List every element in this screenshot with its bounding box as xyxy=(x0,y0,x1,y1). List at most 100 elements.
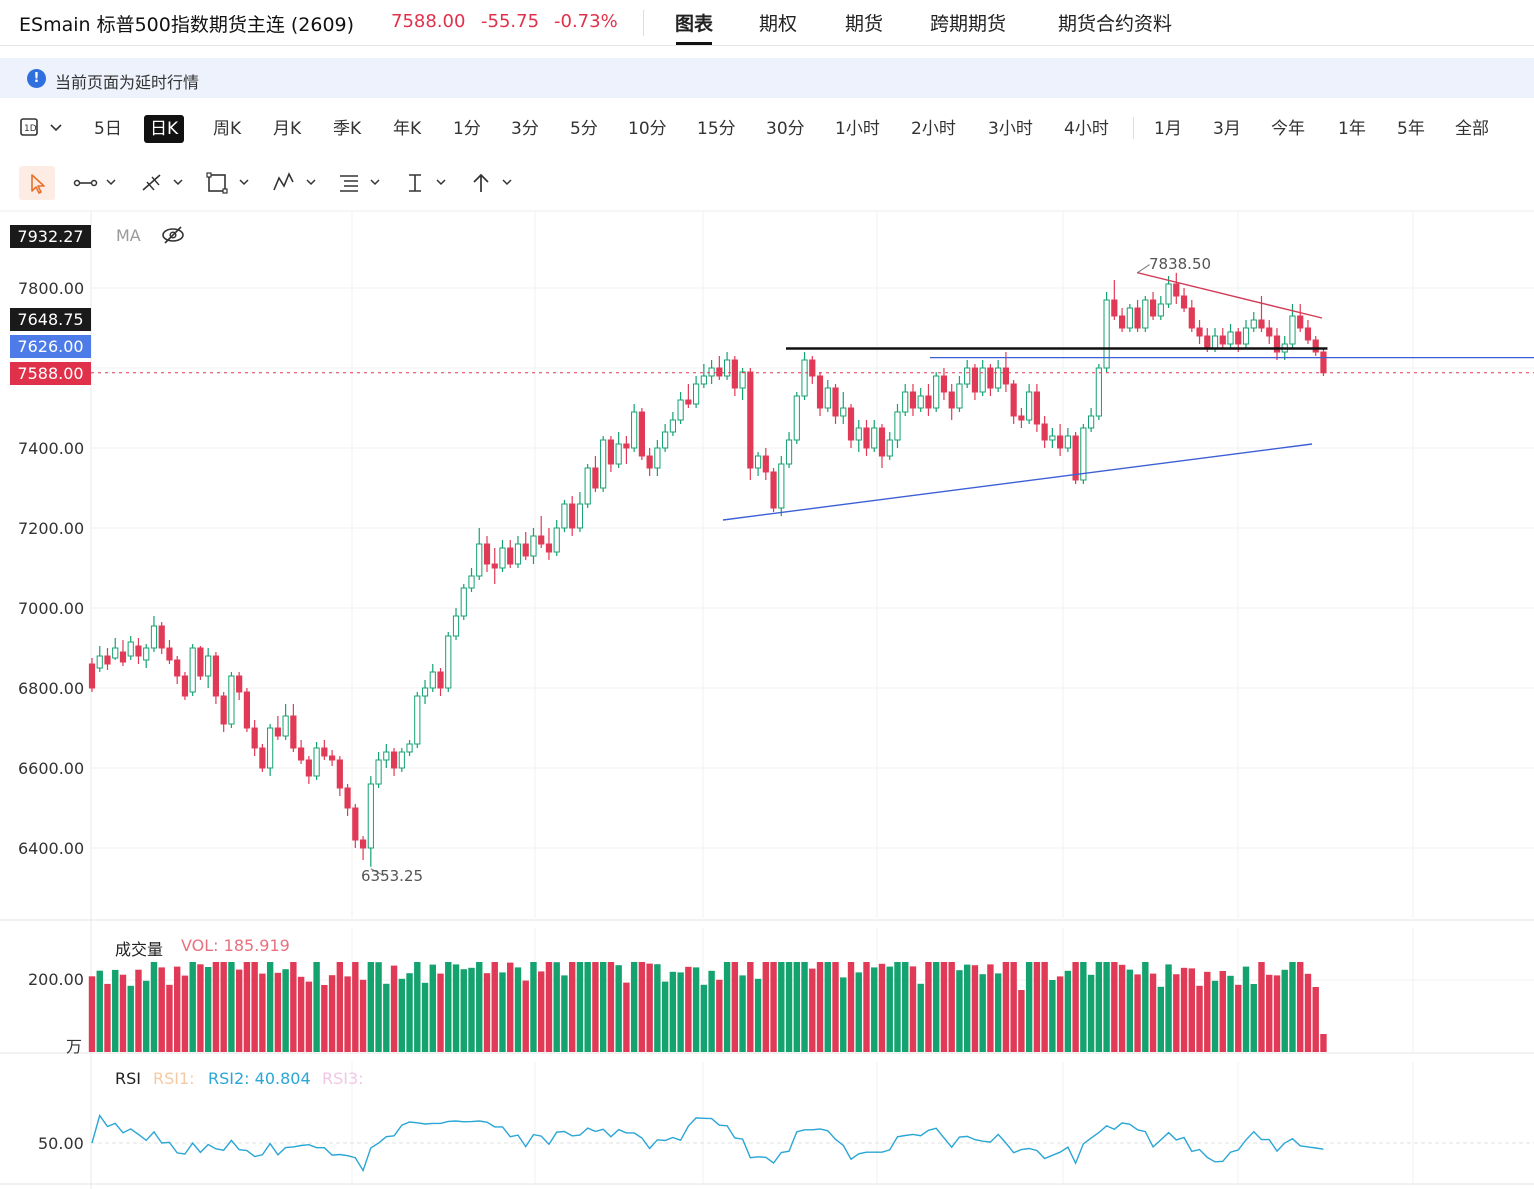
candle xyxy=(933,375,940,409)
candle xyxy=(507,547,514,565)
volume-bar xyxy=(181,975,189,1052)
range-5y[interactable]: 5年 xyxy=(1397,119,1425,139)
volume-bar xyxy=(871,967,878,1052)
range-all[interactable]: 全部 xyxy=(1455,119,1489,139)
candle xyxy=(119,651,127,663)
candle xyxy=(445,635,452,689)
candle xyxy=(197,647,204,677)
volume-bar xyxy=(878,963,886,1052)
volume-bar xyxy=(1002,962,1010,1052)
period-5d[interactable]: 5日 xyxy=(94,119,122,139)
tab-chart[interactable]: 图表 xyxy=(675,13,714,35)
candle xyxy=(909,391,917,409)
candle xyxy=(1134,307,1141,329)
volume-bar xyxy=(1204,971,1211,1052)
volume-bar xyxy=(948,962,955,1052)
candle xyxy=(1118,315,1126,329)
shape-tool[interactable] xyxy=(204,166,256,200)
high-label-connector xyxy=(1137,264,1150,274)
candle xyxy=(1227,331,1234,345)
volume-bar xyxy=(553,962,560,1052)
candle xyxy=(88,663,96,689)
period-yearly[interactable]: 年K xyxy=(393,119,422,139)
candle xyxy=(127,641,134,657)
text-lines-icon xyxy=(340,175,380,192)
volume-bar xyxy=(367,962,375,1052)
candle xyxy=(359,839,367,849)
volume-bar xyxy=(290,962,297,1052)
range-3m[interactable]: 3月 xyxy=(1213,119,1241,139)
period-1min[interactable]: 1分 xyxy=(453,119,481,139)
volume-bar xyxy=(352,962,359,1052)
volume-bar xyxy=(576,962,584,1052)
period-weekly[interactable]: 周K xyxy=(213,119,242,139)
active-tab-indicator xyxy=(676,42,712,45)
candle xyxy=(406,743,413,753)
range-1m[interactable]: 1月 xyxy=(1154,119,1182,139)
candle xyxy=(336,759,343,789)
range-1y[interactable]: 1年 xyxy=(1338,119,1366,139)
eye-off-icon[interactable] xyxy=(161,224,187,246)
candle xyxy=(615,443,622,465)
trend-line-tool[interactable] xyxy=(70,166,122,200)
period-monthly[interactable]: 月K xyxy=(273,119,302,139)
volume-bar xyxy=(793,962,800,1052)
volume-bar xyxy=(243,962,251,1052)
volume-bar xyxy=(158,967,165,1052)
volume-bar xyxy=(716,979,723,1052)
volume-bar xyxy=(313,962,320,1052)
rsi3-label: RSI3: xyxy=(322,1069,364,1088)
candle-type-icon: 1D xyxy=(20,118,62,136)
candle xyxy=(344,787,351,809)
candle xyxy=(1196,327,1203,337)
fib-tool[interactable] xyxy=(138,166,190,200)
tab-futures[interactable]: 期货 xyxy=(845,13,884,35)
range-ytd[interactable]: 今年 xyxy=(1271,119,1305,139)
period-quarterly[interactable]: 季K xyxy=(333,119,362,139)
period-4h[interactable]: 4小时 xyxy=(1064,119,1109,139)
candle xyxy=(414,695,421,745)
tab-options[interactable]: 期权 xyxy=(759,13,798,35)
volume-bar xyxy=(607,962,615,1052)
period-15min[interactable]: 15分 xyxy=(697,119,736,139)
y-tick-label: 7200.00 xyxy=(18,519,85,538)
candle xyxy=(468,575,475,589)
volume-bar xyxy=(661,981,669,1052)
tab-calendar-spread[interactable]: 跨期期货 xyxy=(930,13,1007,35)
period-10min[interactable]: 10分 xyxy=(628,119,667,139)
drawing-toolbar xyxy=(0,160,1534,204)
period-daily[interactable]: 日K xyxy=(144,115,185,143)
ma-indicator-label[interactable]: MA xyxy=(116,226,141,245)
candle xyxy=(96,655,103,669)
candle xyxy=(452,615,460,637)
period-1h[interactable]: 1小时 xyxy=(835,119,880,139)
volume-bar xyxy=(933,962,940,1052)
period-5min[interactable]: 5分 xyxy=(570,119,598,139)
period-3h[interactable]: 3小时 xyxy=(988,119,1033,139)
volume-bar xyxy=(398,978,405,1052)
candle xyxy=(1111,299,1118,317)
volume-bar xyxy=(994,973,1002,1052)
period-2h[interactable]: 2小时 xyxy=(911,119,956,139)
volume-bar xyxy=(166,984,173,1052)
candle xyxy=(181,675,189,697)
measure-tool[interactable] xyxy=(402,166,454,200)
pattern-tool[interactable] xyxy=(270,166,322,200)
divider xyxy=(1133,117,1134,139)
candle xyxy=(328,755,336,761)
period-30min[interactable]: 30分 xyxy=(766,119,805,139)
volume-bar xyxy=(1196,985,1203,1052)
volume-bar xyxy=(1180,967,1188,1052)
volume-bar xyxy=(902,962,909,1052)
chart-type-select[interactable]: 1D xyxy=(18,116,66,140)
arrow-tool[interactable] xyxy=(468,166,520,200)
volume-bar xyxy=(204,967,212,1052)
candle xyxy=(220,695,227,725)
volume-bar xyxy=(1258,962,1265,1052)
cursor-tool[interactable] xyxy=(19,166,55,200)
tab-contract-info[interactable]: 期货合约资料 xyxy=(1058,13,1173,35)
volume-bar xyxy=(251,962,258,1052)
annotation-tool[interactable] xyxy=(336,166,388,200)
period-3min[interactable]: 3分 xyxy=(511,119,539,139)
